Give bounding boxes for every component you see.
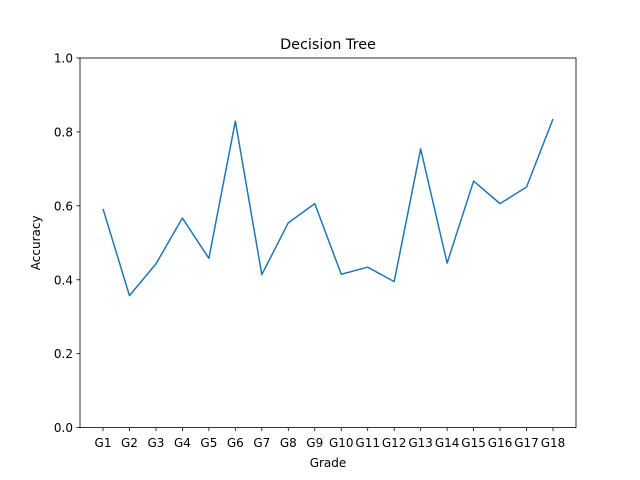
x-tick-label: G15 xyxy=(461,436,486,450)
x-tick-label: G3 xyxy=(147,436,164,450)
x-tick-label: G13 xyxy=(408,436,433,450)
x-tick-label: G12 xyxy=(382,436,407,450)
x-tick-label: G7 xyxy=(253,436,270,450)
y-axis-label: Accuracy xyxy=(29,215,43,270)
y-tick-label: 0.6 xyxy=(54,199,73,213)
x-tick-label: G10 xyxy=(329,436,354,450)
chart-title: Decision Tree xyxy=(280,37,376,53)
plot-area: 0.00.20.40.60.81.0G1 G2 G3 G4 G5 G6 G7 G8 G9 G10 G… xyxy=(54,52,565,451)
x-tick-label: G9 xyxy=(306,436,323,450)
x-tick-label: G1 xyxy=(95,436,112,450)
x-tick-label: G14 xyxy=(435,436,460,450)
axes-frame xyxy=(79,57,577,429)
x-tick-label: G6 xyxy=(227,436,244,450)
series-line xyxy=(102,118,554,297)
x-tick-label: G16 xyxy=(488,436,513,450)
x-tick-label: G2 xyxy=(121,436,138,450)
y-tick-label: 0.2 xyxy=(54,347,73,361)
x-tick-label: G8 xyxy=(280,436,297,450)
x-tick-label: G5 xyxy=(200,436,217,450)
y-tick-label: 0.0 xyxy=(54,421,73,435)
y-tick-label: 1.0 xyxy=(54,52,73,66)
x-axis-label: Grade xyxy=(310,456,347,470)
x-tick-label: G17 xyxy=(514,436,539,450)
y-tick-label: 0.8 xyxy=(54,125,73,139)
x-tick-label: G4 xyxy=(174,436,191,450)
x-tick-label: G18 xyxy=(541,436,566,450)
x-tick-label: G11 xyxy=(355,436,380,450)
y-tick-label: 0.4 xyxy=(54,273,73,287)
